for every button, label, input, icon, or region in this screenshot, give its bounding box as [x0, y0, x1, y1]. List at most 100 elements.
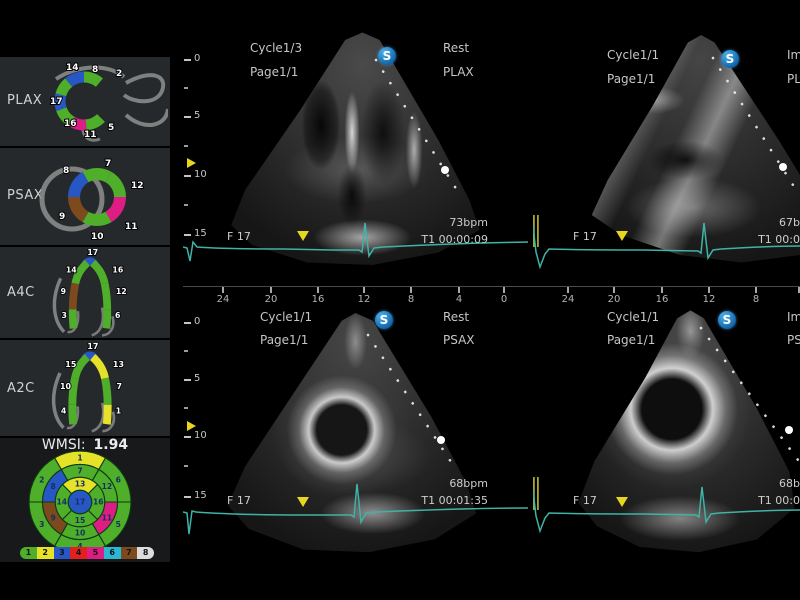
svg-text:15: 15	[65, 360, 76, 369]
wmsi-value: 1.94	[93, 437, 129, 453]
echo-panel-top-left[interactable]: Cycle1/3 Page1/1 Rest PLAX S F 17 73bpm …	[183, 20, 528, 270]
page-indicator: Page1/1	[607, 72, 656, 86]
ruler-label: 4	[455, 294, 463, 305]
heart-rate: 67b	[779, 216, 800, 229]
depth-label: 15	[194, 490, 207, 501]
ecg-cursor-marker[interactable]	[616, 497, 628, 507]
stage-label: Im	[787, 310, 800, 324]
wmsi-bullseye-plot: 1234567891011121314151617	[28, 450, 132, 554]
vendor-logo: S	[378, 47, 396, 65]
depth-label: 5	[194, 373, 201, 384]
wmsi-segment-number: 14	[56, 498, 67, 507]
wmsi-segment-number: 9	[50, 513, 55, 522]
heart-rate: 68bpm	[449, 477, 488, 490]
wmsi-segment-number: 10	[75, 529, 86, 538]
depth-label: 15	[194, 228, 207, 239]
view-label-a2c: A2C	[7, 381, 35, 396]
frame-number: F 17	[573, 230, 597, 243]
depth-label: 5	[194, 110, 201, 121]
wmsi-segment-number: 16	[93, 498, 104, 507]
cycle-indicator: Cycle1/1	[260, 310, 313, 324]
ruler-label: 8	[752, 294, 760, 305]
wmsi-segment-number: 11	[102, 513, 113, 522]
legend-score-7: 7	[120, 547, 138, 559]
svg-text:12: 12	[116, 287, 127, 296]
legend-score-3: 3	[53, 547, 71, 559]
ruler-label: 12	[357, 294, 371, 305]
focus-depth-dot[interactable]	[785, 426, 793, 434]
ecg-cursor-marker[interactable]	[297, 497, 309, 507]
sidebar-item-psax[interactable]: PSAX	[0, 148, 170, 245]
ecg-cursor-marker[interactable]	[616, 231, 628, 241]
wmsi-label: WMSI:	[41, 437, 86, 453]
svg-text:14: 14	[66, 63, 79, 73]
depth-label: 10	[194, 430, 207, 441]
svg-text:11: 11	[125, 222, 138, 232]
svg-text:7: 7	[105, 159, 111, 169]
focus-marker-top[interactable]	[187, 158, 196, 168]
view-name-label: PLAX	[443, 65, 474, 79]
svg-text:6: 6	[115, 311, 120, 320]
echo-panel-bottom-left[interactable]: Cycle1/1 Page1/1 Rest PSAX S F 17 68bpm …	[183, 300, 528, 560]
echo-panel-bottom-right[interactable]: Cycle1/1 Page1/1 Im PS S F 17 68b T1 00:…	[533, 300, 800, 560]
frame-number: F 17	[227, 230, 251, 243]
ecg-cursor-marker[interactable]	[297, 231, 309, 241]
svg-text:2: 2	[116, 69, 122, 79]
a2c-segment-diagram: 17 15 10 4 13 7 1	[51, 343, 125, 433]
legend-score-4: 4	[70, 547, 87, 559]
svg-text:7: 7	[116, 382, 122, 391]
legend-score-2: 2	[36, 547, 54, 559]
view-name-label: PSAX	[443, 333, 475, 347]
ruler-label: 24	[561, 294, 575, 305]
a4c-segment-diagram: 17 14 9 3 16 12 6	[52, 249, 128, 337]
svg-text:4: 4	[61, 407, 67, 416]
depth-label: 0	[194, 53, 201, 64]
echo-panel-top-right[interactable]: Cycle1/1 Page1/1 Im PLA S F 17 67b T1 00…	[533, 20, 800, 270]
wmsi-segment-number: 8	[50, 482, 55, 491]
svg-text:9: 9	[59, 212, 65, 222]
stage-label: Rest	[443, 310, 470, 324]
svg-text:3: 3	[62, 311, 67, 320]
view-name-label: PS	[787, 333, 800, 347]
page-indicator: Page1/1	[260, 333, 309, 347]
timer: T1 00:0	[758, 494, 800, 507]
ruler-label: 20	[264, 294, 278, 305]
focus-marker-bottom[interactable]	[187, 421, 196, 431]
cycle-indicator: Cycle1/1	[607, 310, 660, 324]
wmsi-segment-number: 2	[39, 476, 44, 485]
wmsi-segment-number: 15	[75, 516, 86, 525]
ruler-label: 20	[607, 294, 621, 305]
view-label-a4c: A4C	[7, 285, 35, 300]
ultrasound-image-psax	[227, 313, 477, 553]
heart-rate: 68b	[779, 477, 800, 490]
svg-text:10: 10	[91, 232, 104, 242]
sidebar: PLAX 14 8 2 17 16 11 5 PSAX	[0, 0, 170, 600]
svg-text:17: 17	[87, 343, 98, 351]
wmsi-segment-number: 13	[75, 480, 86, 489]
cycle-indicator: Cycle1/1	[607, 48, 660, 62]
ruler-label: 0	[500, 294, 508, 305]
legend-score-6: 6	[103, 547, 121, 559]
depth-label: 0	[194, 316, 201, 327]
vendor-logo: S	[721, 50, 739, 68]
svg-text:9: 9	[61, 287, 66, 296]
legend-score-8: 8	[137, 547, 154, 559]
svg-text:1: 1	[116, 407, 122, 416]
view-label-psax: PSAX	[7, 188, 44, 203]
timer: T1 00:00:09	[421, 233, 488, 246]
wmsi-segment-number: 7	[77, 467, 82, 476]
view-label-plax: PLAX	[7, 93, 43, 108]
ruler-label: 16	[655, 294, 669, 305]
heart-rate: 73bpm	[449, 216, 488, 229]
wmsi-segment-17	[67, 489, 93, 515]
stage-label: Im	[787, 48, 800, 62]
svg-text:10: 10	[60, 382, 72, 391]
svg-text:13: 13	[113, 360, 124, 369]
legend-score-5: 5	[87, 547, 104, 559]
svg-text:17: 17	[50, 97, 63, 107]
svg-text:14: 14	[66, 265, 77, 274]
svg-text:17: 17	[87, 249, 98, 257]
vendor-logo: S	[375, 311, 393, 329]
